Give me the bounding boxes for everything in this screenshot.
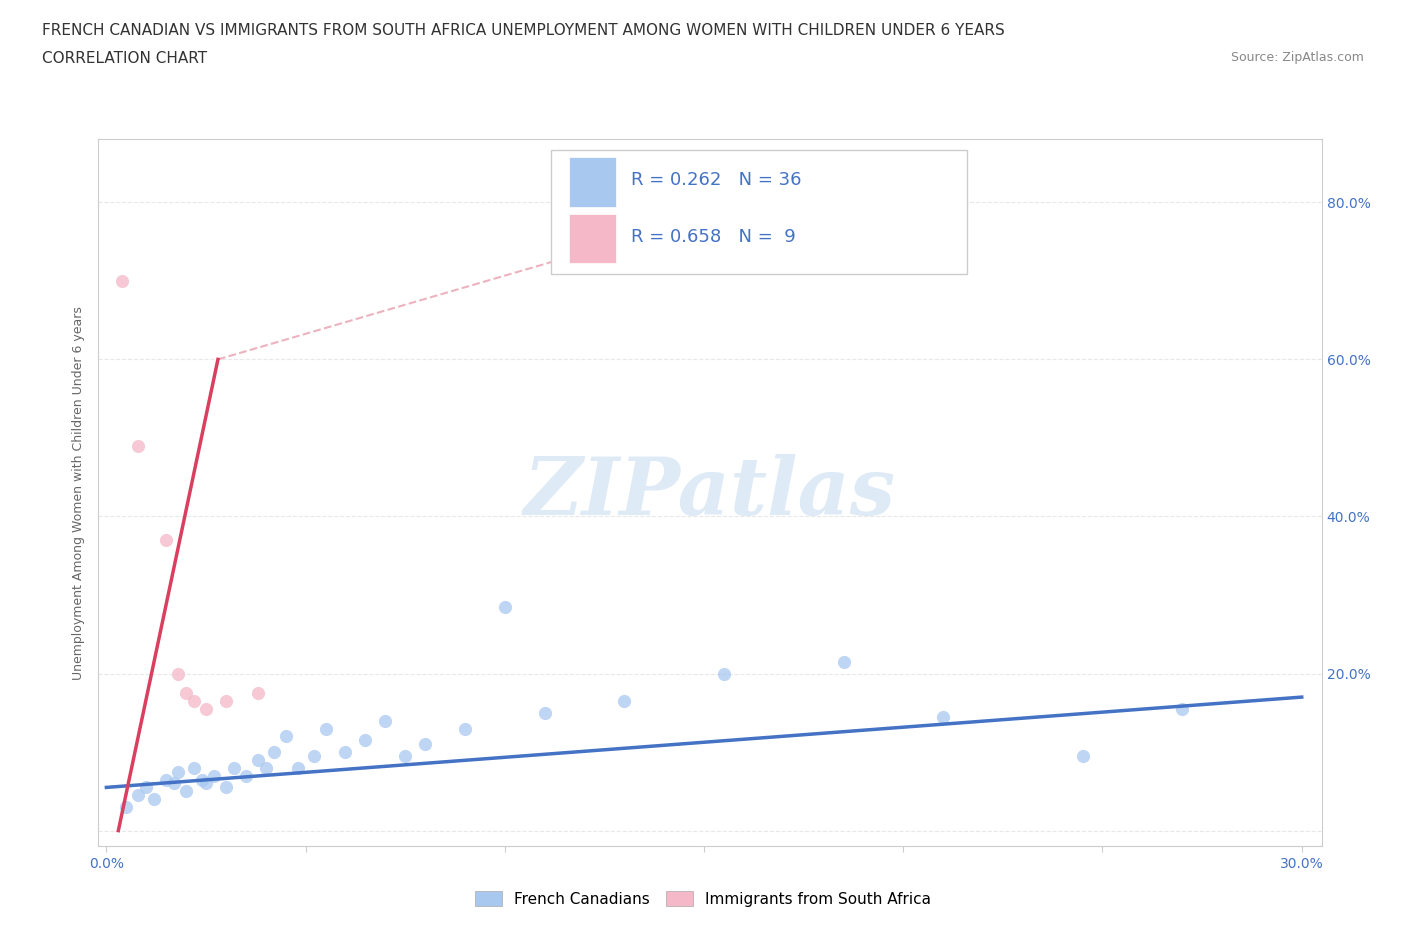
- Text: R = 0.262   N = 36: R = 0.262 N = 36: [630, 171, 801, 190]
- Point: [135, 780, 157, 795]
- Point: [302, 749, 325, 764]
- Point: [1171, 701, 1194, 716]
- Point: [374, 713, 396, 728]
- Point: [127, 438, 149, 453]
- Point: [195, 701, 218, 716]
- Point: [413, 737, 436, 751]
- Point: [215, 694, 238, 709]
- Legend: French Canadians, Immigrants from South Africa: French Canadians, Immigrants from South …: [468, 885, 938, 913]
- Point: [155, 533, 177, 548]
- Point: [163, 776, 186, 790]
- Text: R = 0.658   N =  9: R = 0.658 N = 9: [630, 228, 796, 246]
- Point: [167, 666, 190, 681]
- Point: [613, 694, 636, 709]
- Point: [235, 768, 257, 783]
- Point: [246, 752, 269, 767]
- Point: [533, 705, 555, 720]
- Point: [215, 780, 238, 795]
- Point: [354, 733, 377, 748]
- FancyBboxPatch shape: [569, 157, 616, 206]
- Point: [202, 768, 225, 783]
- Point: [127, 788, 149, 803]
- Point: [191, 772, 214, 787]
- Text: Source: ZipAtlas.com: Source: ZipAtlas.com: [1230, 51, 1364, 64]
- Point: [494, 599, 516, 614]
- Point: [287, 761, 309, 776]
- Point: [274, 729, 297, 744]
- Point: [1071, 749, 1094, 764]
- Point: [143, 791, 166, 806]
- Text: FRENCH CANADIAN VS IMMIGRANTS FROM SOUTH AFRICA UNEMPLOYMENT AMONG WOMEN WITH CH: FRENCH CANADIAN VS IMMIGRANTS FROM SOUTH…: [42, 23, 1005, 38]
- Point: [195, 776, 218, 790]
- Point: [832, 655, 855, 670]
- Y-axis label: Unemployment Among Women with Children Under 6 years: Unemployment Among Women with Children U…: [72, 306, 86, 680]
- FancyBboxPatch shape: [569, 214, 616, 263]
- Point: [174, 784, 197, 799]
- Point: [222, 761, 245, 776]
- Point: [394, 749, 416, 764]
- Point: [155, 772, 177, 787]
- Point: [174, 685, 197, 700]
- FancyBboxPatch shape: [551, 150, 967, 273]
- Point: [335, 745, 357, 760]
- Text: CORRELATION CHART: CORRELATION CHART: [42, 51, 207, 66]
- Point: [183, 694, 205, 709]
- Point: [932, 710, 955, 724]
- Point: [315, 721, 337, 736]
- Point: [183, 761, 205, 776]
- Point: [111, 273, 134, 288]
- Point: [167, 764, 190, 779]
- Point: [115, 800, 138, 815]
- Point: [246, 685, 269, 700]
- Point: [254, 761, 277, 776]
- Point: [454, 721, 477, 736]
- Text: ZIPatlas: ZIPatlas: [524, 454, 896, 532]
- Point: [263, 745, 285, 760]
- Point: [713, 666, 735, 681]
